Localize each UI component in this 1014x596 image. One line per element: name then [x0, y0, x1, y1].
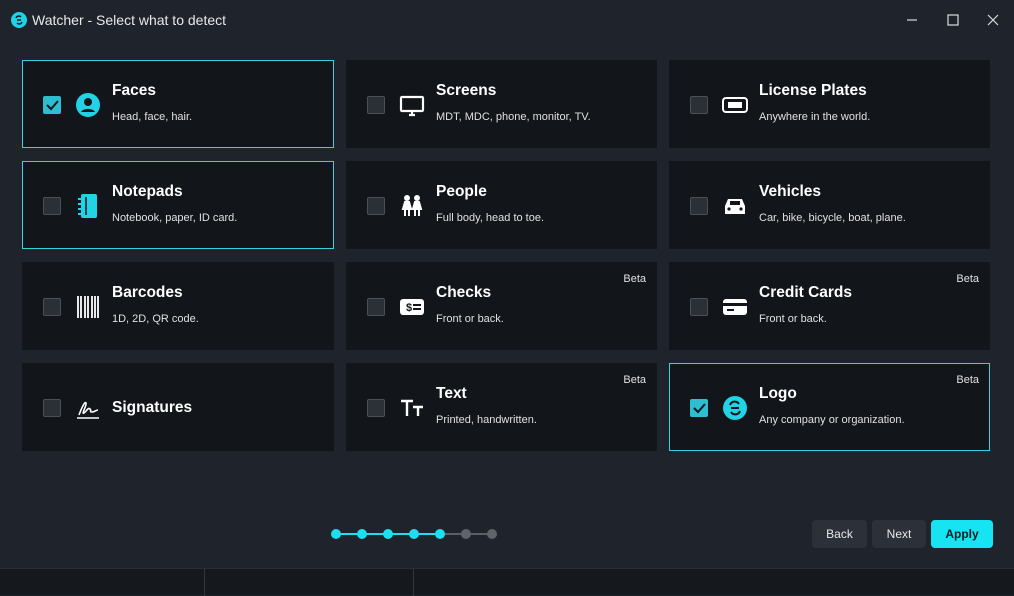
- card-title: Notepads: [112, 183, 183, 200]
- card-description: Any company or organization.: [759, 414, 905, 426]
- card-title: Faces: [112, 82, 156, 99]
- svg-text:$: $: [406, 302, 412, 314]
- step-dot: [383, 529, 393, 539]
- vehicle-icon: [725, 199, 745, 214]
- status-divider: [413, 569, 414, 596]
- minimize-button[interactable]: [902, 10, 922, 30]
- beta-badge: Beta: [623, 374, 646, 386]
- status-divider: [204, 569, 205, 596]
- checkbox[interactable]: [690, 96, 708, 114]
- checkbox[interactable]: [690, 298, 708, 316]
- beta-badge: Beta: [956, 273, 979, 285]
- card-title: People: [436, 183, 487, 200]
- card-title: Screens: [436, 82, 497, 99]
- step-dot: [487, 529, 497, 539]
- checkbox[interactable]: [367, 197, 385, 215]
- face-icon: [76, 93, 100, 117]
- notepad-icon: [78, 194, 97, 218]
- card-title: Signatures: [112, 399, 193, 416]
- step-dot: [409, 529, 419, 539]
- card-title: Credit Cards: [759, 284, 853, 301]
- barcode-icon: [77, 296, 99, 318]
- checkbox[interactable]: [43, 197, 61, 215]
- card-title: Text: [436, 385, 467, 402]
- card-description: Notebook, paper, ID card.: [112, 212, 238, 224]
- maximize-button[interactable]: [943, 10, 963, 30]
- logo-icon: [723, 396, 747, 420]
- checkbox[interactable]: [43, 96, 61, 114]
- check-mark: [693, 403, 706, 414]
- checkbox[interactable]: [690, 399, 708, 417]
- back-button[interactable]: Back: [812, 520, 867, 548]
- card-description: MDT, MDC, phone, monitor, TV.: [436, 111, 591, 123]
- screen-icon: [399, 95, 425, 117]
- signature-icon: [77, 401, 99, 419]
- plate-icon: [722, 97, 748, 113]
- apply-button[interactable]: Apply: [931, 520, 993, 548]
- card-title: Logo: [759, 385, 797, 402]
- card-description: Front or back.: [759, 313, 827, 325]
- step-dot: [461, 529, 471, 539]
- card-description: Anywhere in the world.: [759, 111, 871, 123]
- checkbox[interactable]: [367, 399, 385, 417]
- detector-card[interactable]: Faces Head, face, hair.: [22, 60, 334, 148]
- checkbox[interactable]: [690, 197, 708, 215]
- card-title: Vehicles: [759, 183, 822, 200]
- detector-card[interactable]: Vehicles Car, bike, bicycle, boat, plane.: [669, 161, 990, 249]
- detector-grid: Faces Head, face, hair. Screens MDT, MDC, …: [22, 60, 990, 451]
- check-icon: $: [400, 299, 424, 315]
- card-title: Barcodes: [112, 284, 183, 301]
- detector-card[interactable]: Text Printed, handwritten. Beta: [346, 363, 657, 451]
- app-icon: [11, 12, 27, 28]
- step-dot: [435, 529, 445, 539]
- window-title: Watcher - Select what to detect: [32, 12, 227, 28]
- status-bar: [0, 568, 1014, 596]
- card-description: Full body, head to toe.: [436, 212, 545, 224]
- detector-card[interactable]: Notepads Notebook, paper, ID card.: [22, 161, 334, 249]
- checkbox[interactable]: [367, 298, 385, 316]
- card-description: Car, bike, bicycle, boat, plane.: [759, 212, 906, 224]
- beta-badge: Beta: [956, 374, 979, 386]
- detector-card[interactable]: Credit Cards Front or back. Beta: [669, 262, 990, 350]
- card-title: Checks: [436, 284, 492, 301]
- detector-card[interactable]: Barcodes 1D, 2D, QR code.: [22, 262, 334, 350]
- card-description: Printed, handwritten.: [436, 414, 537, 426]
- detector-card[interactable]: People Full body, head to toe.: [346, 161, 657, 249]
- progress-stepper: [331, 529, 497, 539]
- card-description: 1D, 2D, QR code.: [112, 313, 199, 325]
- next-button[interactable]: Next: [872, 520, 926, 548]
- step-dot: [357, 529, 367, 539]
- checkbox[interactable]: [43, 399, 61, 417]
- detector-card[interactable]: Signatures: [22, 363, 334, 451]
- card-title: License Plates: [759, 82, 867, 99]
- checkbox[interactable]: [43, 298, 61, 316]
- check-mark: [46, 100, 59, 111]
- detector-card[interactable]: Logo Any company or organization. Beta: [669, 363, 990, 451]
- close-button[interactable]: [983, 10, 1003, 30]
- card-description: Front or back.: [436, 313, 504, 325]
- credit-card-icon: [723, 299, 747, 315]
- detector-card[interactable]: Screens MDT, MDC, phone, monitor, TV.: [346, 60, 657, 148]
- detector-card[interactable]: $ Checks Front or back. Beta: [346, 262, 657, 350]
- card-description: Head, face, hair.: [112, 111, 193, 123]
- step-dot: [331, 529, 341, 539]
- checkbox[interactable]: [367, 96, 385, 114]
- beta-badge: Beta: [623, 273, 646, 285]
- people-icon: [401, 195, 423, 216]
- detector-card[interactable]: License Plates Anywhere in the world.: [669, 60, 990, 148]
- title-bar: Watcher - Select what to detect: [0, 0, 1014, 40]
- text-icon: [401, 399, 423, 416]
